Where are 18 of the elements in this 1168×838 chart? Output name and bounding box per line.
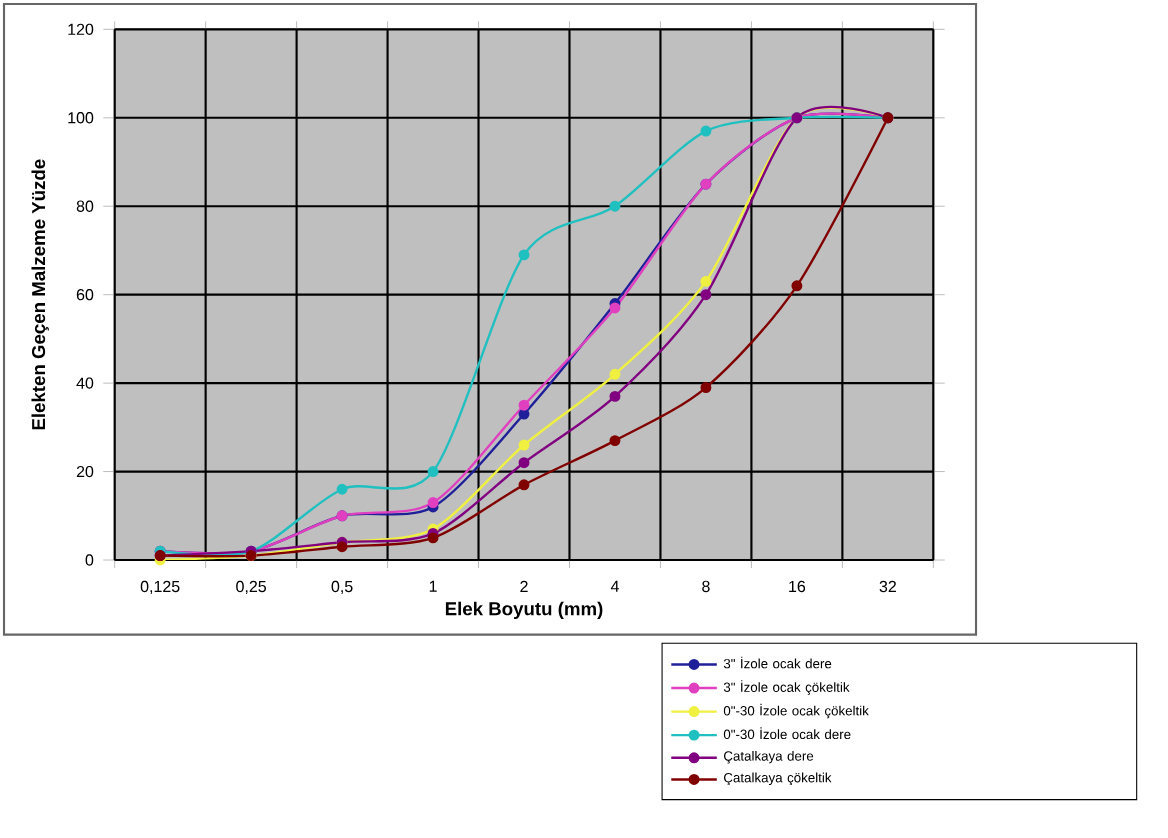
- y-axis-title: Elekten Geçen Malzeme Yüzde: [31, 159, 49, 430]
- x-tick-label: 16: [789, 581, 806, 593]
- x-tick-label: 0,5: [331, 581, 353, 595]
- x-tick-label: 32: [879, 581, 896, 593]
- y-tick-label: 120: [68, 23, 94, 36]
- y-tick-label: 20: [76, 466, 94, 478]
- x-tick-label: 2: [520, 581, 528, 593]
- x-tick-label: 0,125: [140, 581, 180, 595]
- y-tick-label: 80: [76, 200, 94, 213]
- x-tick-label: 4: [610, 581, 619, 593]
- y-tick-label: 40: [76, 377, 94, 390]
- x-tick-label: 0,25: [236, 581, 267, 595]
- y-tick-label: 0: [85, 554, 94, 566]
- x-tick-label: 8: [702, 581, 710, 593]
- x-tick-label: 1: [429, 581, 437, 593]
- x-axis-title: Elek Boyutu (mm): [445, 602, 603, 620]
- y-tick-label: 60: [76, 289, 94, 301]
- y-tick-label: 100: [68, 112, 94, 124]
